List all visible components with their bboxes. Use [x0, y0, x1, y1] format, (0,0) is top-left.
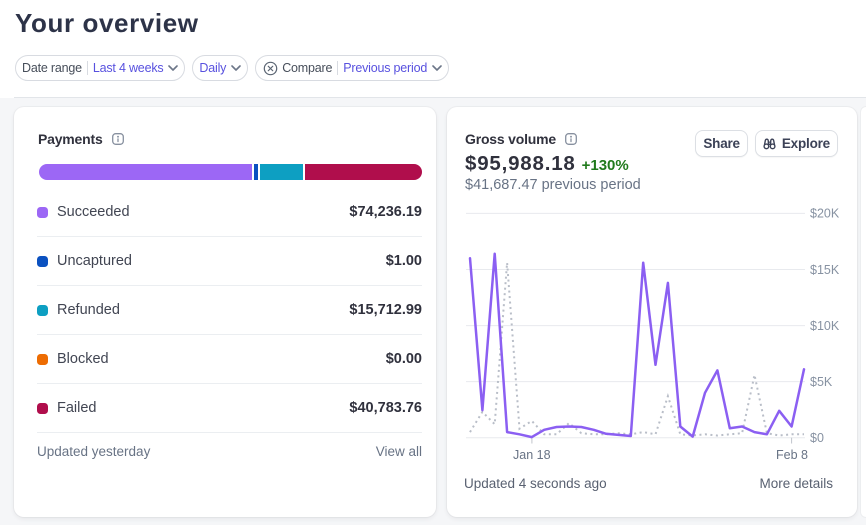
svg-text:$15K: $15K	[810, 263, 840, 277]
svg-text:$20K: $20K	[810, 207, 840, 221]
svg-text:$0: $0	[810, 431, 824, 445]
svg-text:$10K: $10K	[810, 319, 840, 333]
svg-text:$5K: $5K	[810, 375, 833, 389]
